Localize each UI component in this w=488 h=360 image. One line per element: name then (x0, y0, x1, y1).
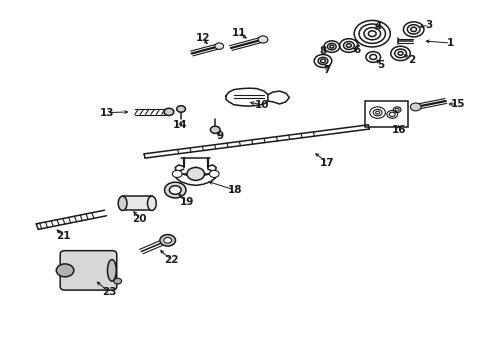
Text: 5: 5 (377, 60, 384, 70)
Circle shape (114, 278, 122, 284)
Bar (365, 101, 407, 127)
Circle shape (169, 186, 181, 194)
FancyBboxPatch shape (60, 251, 117, 290)
Text: 16: 16 (390, 125, 405, 135)
Circle shape (209, 170, 219, 177)
Text: 3: 3 (425, 20, 431, 30)
Bar (122, 196, 152, 211)
Ellipse shape (147, 196, 156, 211)
Text: 15: 15 (450, 99, 465, 109)
Text: 2: 2 (407, 54, 414, 64)
Circle shape (172, 170, 182, 177)
Text: 10: 10 (254, 100, 268, 110)
Text: 21: 21 (56, 231, 70, 240)
Text: 1: 1 (446, 38, 453, 48)
Text: 17: 17 (320, 158, 334, 168)
Text: 12: 12 (195, 33, 210, 43)
Circle shape (56, 264, 74, 277)
Text: 8: 8 (318, 46, 325, 56)
Ellipse shape (118, 196, 127, 211)
Circle shape (163, 108, 173, 116)
Text: 6: 6 (352, 45, 360, 55)
Text: 22: 22 (164, 255, 178, 265)
Circle shape (164, 182, 185, 198)
Text: 7: 7 (323, 64, 330, 75)
Text: 9: 9 (216, 131, 223, 141)
Text: 14: 14 (172, 121, 187, 130)
Text: 11: 11 (231, 28, 245, 38)
Text: 18: 18 (227, 185, 242, 195)
Text: 19: 19 (180, 197, 194, 207)
Text: 23: 23 (102, 287, 116, 297)
Circle shape (186, 167, 204, 180)
Circle shape (214, 43, 223, 49)
Circle shape (409, 103, 420, 111)
Circle shape (163, 238, 171, 243)
Text: 4: 4 (374, 21, 382, 31)
Circle shape (210, 126, 220, 134)
Circle shape (160, 235, 175, 246)
Circle shape (258, 36, 267, 43)
Circle shape (176, 106, 185, 112)
Ellipse shape (107, 260, 116, 281)
Text: 13: 13 (100, 108, 114, 118)
Text: 20: 20 (132, 214, 146, 224)
